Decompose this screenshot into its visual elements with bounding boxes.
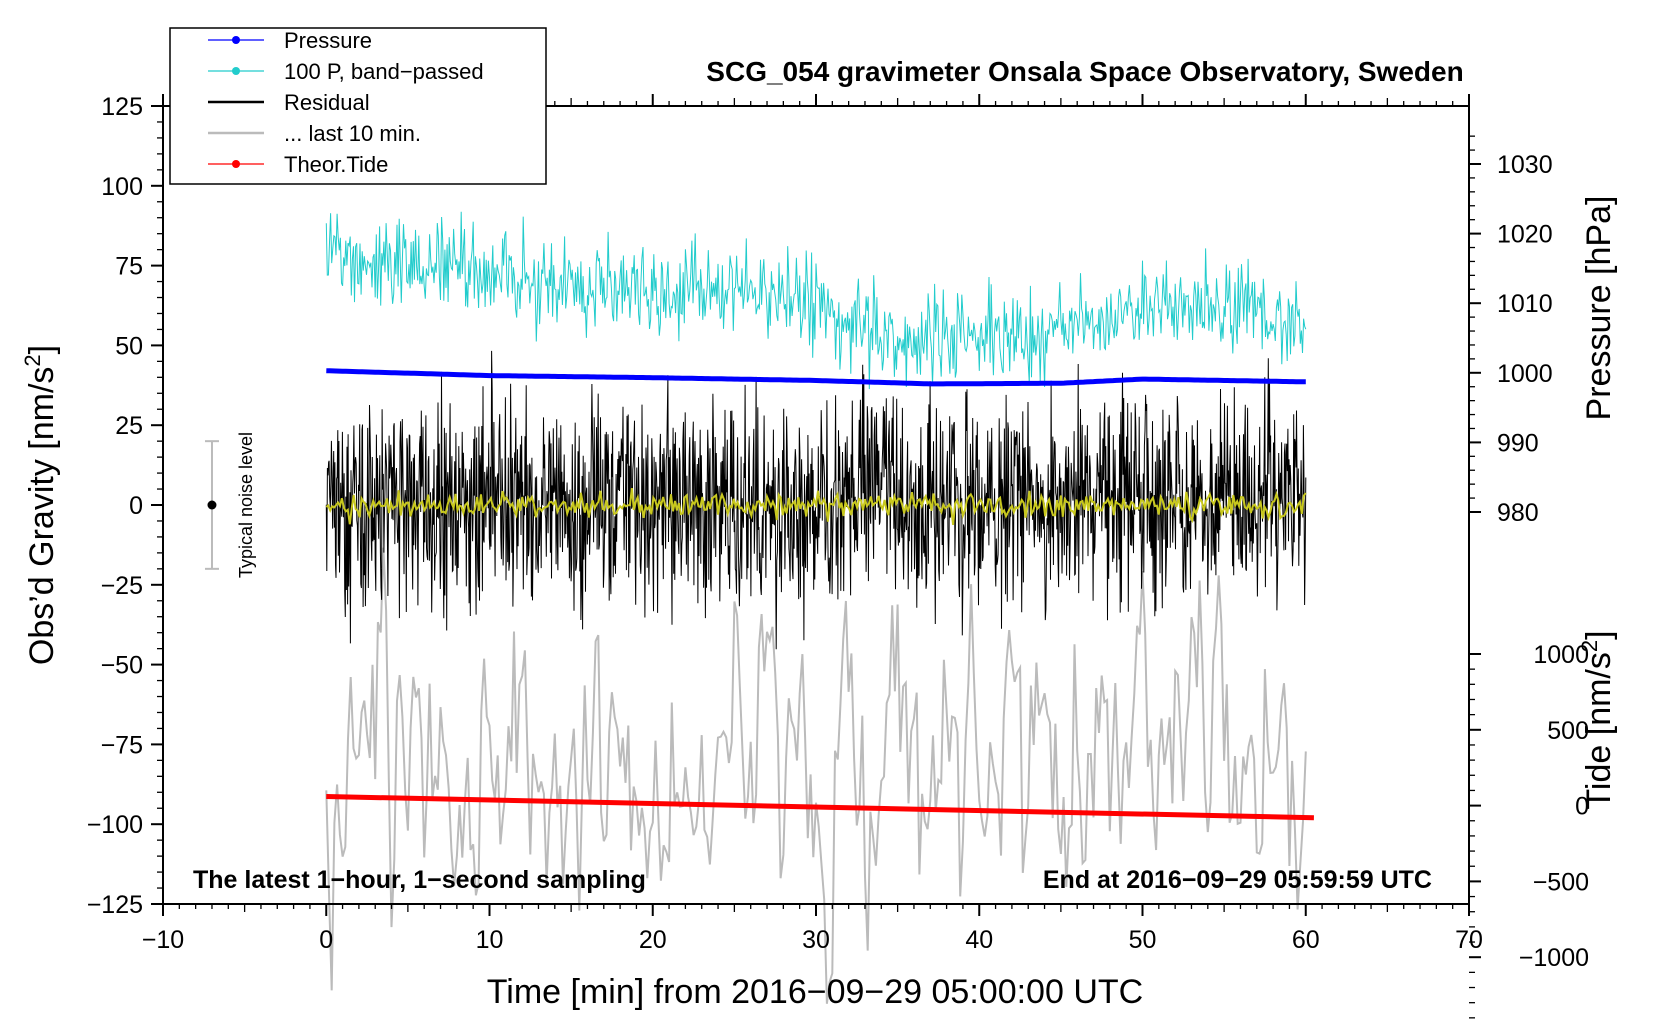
- pressure-tick-label: 1030: [1497, 151, 1553, 179]
- annotation-end-time: End at 2016−09−29 05:59:59 UTC: [1043, 866, 1432, 894]
- series-pressure: [326, 368, 1306, 387]
- legend: Pressure 100 P, band−passed Residual ... la…: [169, 27, 547, 185]
- legend-box: [169, 27, 547, 185]
- tide-tick-label: 1000: [1533, 641, 1589, 669]
- y-tick-label: 25: [115, 412, 143, 440]
- x-tick-label: 0: [319, 926, 333, 954]
- pressure-tick-label: 980: [1497, 499, 1539, 527]
- legend-label: ... last 10 min.: [284, 121, 421, 146]
- legend-label: Pressure: [284, 28, 372, 53]
- x-tick-label: 50: [1129, 926, 1157, 954]
- x-tick-label: −10: [142, 926, 184, 954]
- y-tick-label: 125: [101, 93, 143, 121]
- legend-label: 100 P, band−passed: [284, 59, 484, 84]
- legend-label: Theor.Tide: [284, 152, 388, 177]
- x-tick-label: 20: [639, 926, 667, 954]
- noise-level-indicator: Typical noise level: [204, 432, 256, 578]
- tide-tick-label: −500: [1533, 868, 1589, 896]
- legend-label: Residual: [284, 90, 370, 115]
- series-last-10-min: [325, 547, 1307, 1004]
- x-tick-label: 60: [1292, 926, 1320, 954]
- tide-tick-label: 0: [1575, 793, 1589, 821]
- legend-swatch-marker: [232, 160, 240, 168]
- x-tick-label: 70: [1455, 926, 1483, 954]
- y-tick-label: −100: [87, 811, 143, 839]
- tide-tick-label: 500: [1547, 717, 1589, 745]
- data-layer: [325, 211, 1314, 1004]
- axes-layer: −10 0 10 20 30 40 50 60 701251007550250−25−50−75…: [87, 93, 1589, 1019]
- y-tick-label: 50: [115, 332, 143, 360]
- series-pressure-bandpassed: [325, 211, 1307, 390]
- annotation-sampling: The latest 1−hour, 1−second sampling: [193, 866, 646, 894]
- series-theoretical-tide: [326, 794, 1314, 821]
- x-tick-label: 40: [965, 926, 993, 954]
- noise-level-label: Typical noise level: [236, 432, 256, 578]
- y-axis-title-tide: Tide [nm/s2]: [1577, 630, 1618, 809]
- x-tick-label: 30: [802, 926, 830, 954]
- legend-swatch-marker: [232, 36, 240, 44]
- y-tick-label: −75: [101, 731, 143, 759]
- series-residual: [325, 350, 1307, 650]
- x-axis-title: Time [min] from 2016−09−29 05:00:00 UTC: [487, 973, 1143, 1011]
- series-residual-smoothed: [325, 487, 1307, 526]
- y-tick-label: −50: [101, 652, 143, 680]
- tide-tick-label: −1000: [1519, 944, 1589, 972]
- pressure-tick-label: 1010: [1497, 290, 1553, 318]
- pressure-tick-label: 1000: [1497, 360, 1553, 388]
- y-tick-label: −25: [101, 572, 143, 600]
- chart-title: SCG_054 gravimeter Onsala Space Observat…: [706, 56, 1463, 87]
- y-tick-label: 100: [101, 173, 143, 201]
- legend-swatch-marker: [232, 67, 240, 75]
- pressure-tick-label: 990: [1497, 429, 1539, 457]
- y-axis-title-pressure: Pressure [hPa]: [1580, 196, 1618, 421]
- y-tick-label: 0: [129, 492, 143, 520]
- noise-bar-center: [207, 500, 217, 510]
- x-tick-label: 10: [476, 926, 504, 954]
- y-axis-title-gravity: Obs’d Gravity [nm/s2]: [20, 345, 61, 665]
- y-tick-label: −125: [87, 891, 143, 919]
- pressure-tick-label: 1020: [1497, 221, 1553, 249]
- y-tick-label: 75: [115, 253, 143, 281]
